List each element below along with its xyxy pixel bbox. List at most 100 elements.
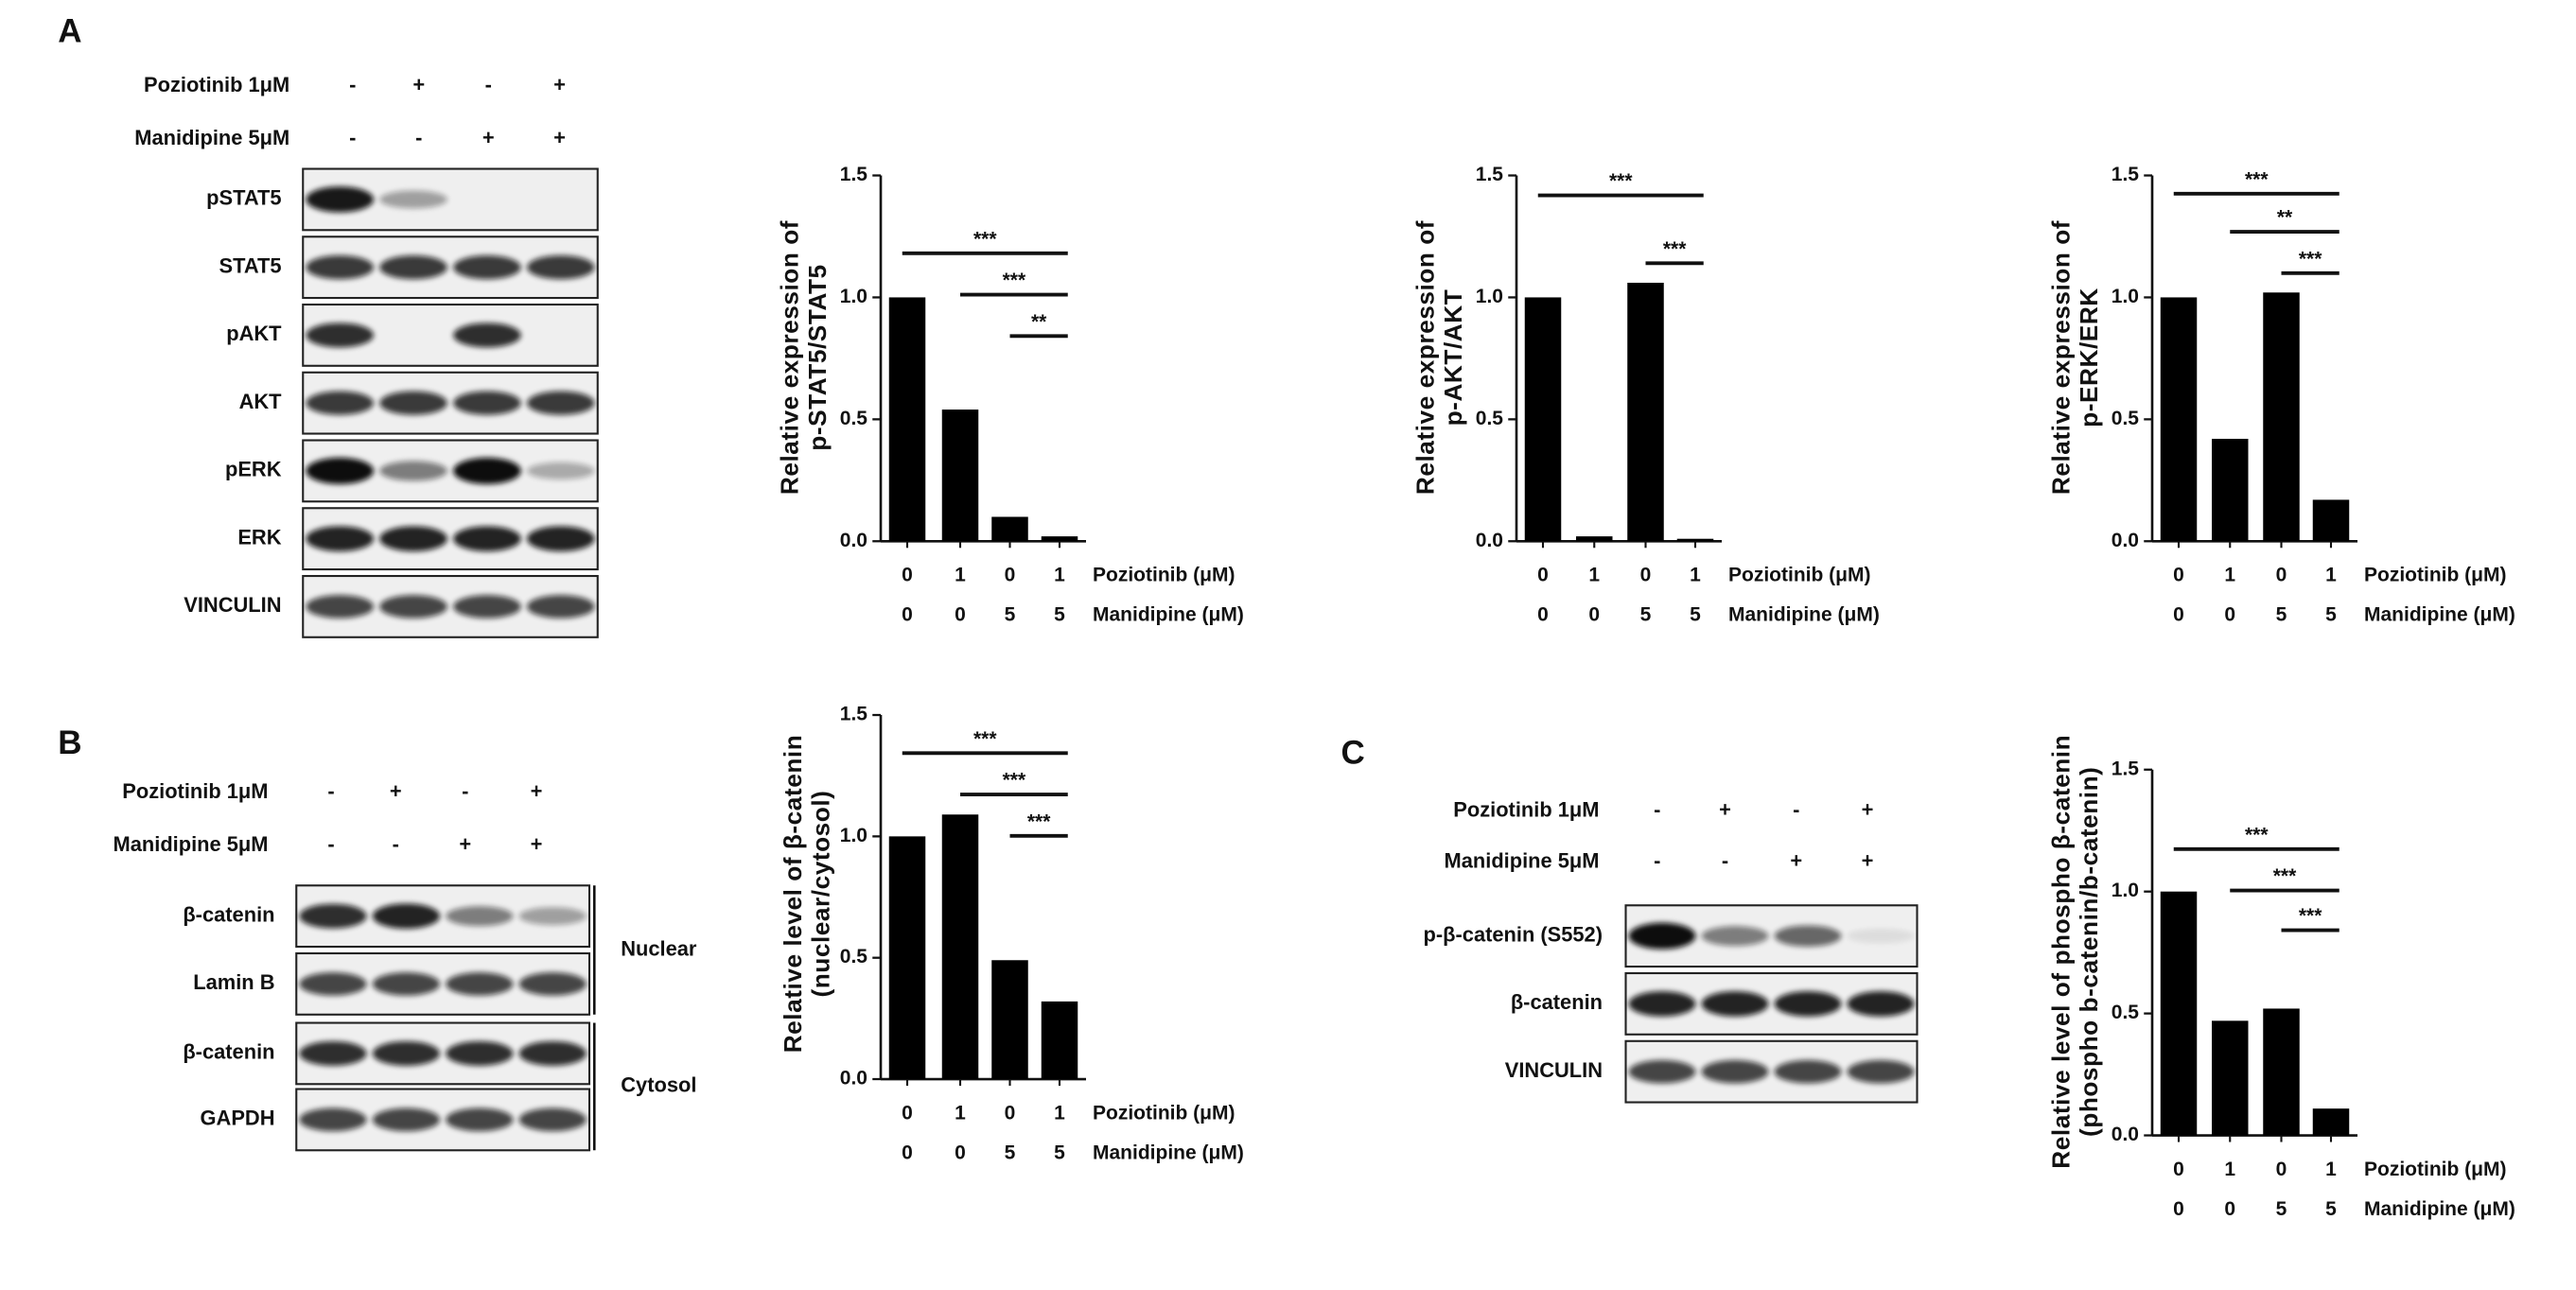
- blot-band: [518, 907, 587, 926]
- x-tick-label: 0: [902, 565, 913, 586]
- blot-band: [446, 1040, 514, 1066]
- x-row-name: Manidipine (μM): [1093, 604, 1244, 626]
- blot-band: [372, 1107, 441, 1132]
- bar: [2263, 1008, 2300, 1136]
- y-tick-label: 1.5: [2112, 758, 2140, 779]
- blot-band: [453, 391, 521, 415]
- y-tick-label: 0.0: [2112, 1124, 2139, 1145]
- x-tick-label: 1: [2224, 565, 2235, 586]
- band-label: β-catenin: [183, 902, 274, 926]
- x-tick-label: 1: [1690, 565, 1701, 586]
- band-label: STAT5: [219, 253, 282, 277]
- bar: [2160, 891, 2198, 1136]
- treatment-sign: +: [531, 832, 543, 856]
- x-tick-label: 5: [2325, 1198, 2337, 1220]
- significance-label: ***: [1003, 770, 1026, 792]
- bar: [2312, 1108, 2350, 1136]
- x-tick-label: 1: [1588, 565, 1600, 586]
- blot-band: [379, 255, 447, 280]
- treatment-sign: +: [1862, 797, 1874, 821]
- blot-band: [372, 1040, 441, 1066]
- bar: [2212, 1020, 2249, 1136]
- treatment-sign: -: [1654, 797, 1660, 821]
- treatment-sign: +: [1790, 849, 1802, 873]
- y-axis-label: (nuclear/cytosol): [807, 791, 835, 998]
- treatment-sign: -: [1722, 849, 1728, 873]
- blot-band: [379, 526, 447, 551]
- treatment-label: Poziotinib 1μM: [1453, 797, 1599, 821]
- band-label: ERK: [237, 525, 281, 549]
- blot-band: [453, 526, 521, 551]
- treatment-label: Manidipine 5μM: [134, 126, 289, 149]
- x-tick-label: 1: [955, 565, 966, 586]
- blot-band: [306, 595, 375, 619]
- blot-band: [306, 186, 375, 213]
- band-label: VINCULIN: [184, 593, 281, 617]
- y-axis-label: Relative expression of: [1411, 220, 1439, 495]
- bar: [2312, 499, 2350, 542]
- significance-label: **: [1031, 311, 1047, 333]
- blot-band: [299, 903, 367, 929]
- y-tick-label: 0.0: [840, 1068, 867, 1090]
- significance-label: ***: [1003, 270, 1026, 291]
- blot-band: [453, 255, 521, 280]
- blot-band: [1628, 991, 1696, 1017]
- y-tick-label: 1.0: [840, 825, 867, 846]
- x-tick-label: 0: [2173, 604, 2184, 626]
- y-tick-label: 1.0: [2112, 286, 2139, 307]
- treatment-sign: +: [1719, 797, 1731, 821]
- treatment-sign: +: [1862, 849, 1874, 873]
- bar: [2160, 297, 2198, 542]
- treatment-sign: -: [1793, 797, 1799, 821]
- significance-label: ***: [973, 228, 997, 250]
- blot-band: [379, 190, 447, 209]
- blot-band: [446, 906, 514, 927]
- x-tick-label: 0: [955, 1142, 966, 1163]
- y-tick-label: 1.5: [1476, 164, 1504, 185]
- blot-band: [1628, 1059, 1696, 1084]
- significance-label: **: [2277, 207, 2293, 229]
- x-row-name: Poziotinib (μM): [2364, 1159, 2506, 1180]
- blot-band: [306, 255, 375, 280]
- blot-band: [306, 391, 375, 415]
- x-tick-label: 5: [1054, 604, 1065, 626]
- bar: [1627, 282, 1664, 542]
- x-tick-label: 0: [2173, 565, 2184, 586]
- x-tick-label: 5: [1640, 604, 1652, 626]
- band-label: pAKT: [226, 322, 282, 345]
- treatment-sign: -: [1654, 849, 1660, 873]
- significance-label: ***: [2245, 168, 2269, 190]
- treatment-sign: -: [485, 73, 492, 96]
- band-label: p-β-catenin (S552): [1424, 922, 1603, 946]
- x-tick-label: 0: [1537, 565, 1549, 586]
- blot-band: [518, 972, 587, 996]
- blot-band: [1847, 929, 1915, 944]
- treatment-sign: -: [393, 832, 399, 856]
- blot-band: [1774, 925, 1842, 947]
- x-tick-label: 1: [1054, 1102, 1065, 1124]
- significance-label: ***: [2245, 824, 2269, 845]
- x-row-name: Manidipine (μM): [1728, 604, 1880, 626]
- blot-band: [1774, 991, 1842, 1017]
- bar: [1524, 297, 1562, 542]
- blot-band: [526, 526, 595, 551]
- bar: [1041, 536, 1078, 542]
- x-tick-label: 0: [2173, 1159, 2184, 1180]
- blot-band: [453, 595, 521, 619]
- blot-band: [526, 595, 595, 619]
- x-tick-label: 5: [1005, 604, 1016, 626]
- significance-label: ***: [2299, 905, 2322, 927]
- band-label: Lamin B: [193, 970, 274, 994]
- treatment-label: Poziotinib 1μM: [144, 73, 289, 96]
- treatment-sign: +: [482, 126, 495, 149]
- blot-band: [518, 1040, 587, 1066]
- x-row-name: Poziotinib (μM): [2364, 565, 2506, 586]
- y-tick-label: 0.5: [1476, 408, 1504, 429]
- bar: [941, 410, 979, 542]
- x-tick-label: 0: [902, 604, 913, 626]
- y-axis-label: Relative level of phospho β-catenin: [2046, 735, 2075, 1169]
- blot-band: [1701, 1059, 1769, 1084]
- y-tick-label: 0.0: [1476, 530, 1503, 551]
- bar: [991, 960, 1028, 1080]
- x-tick-label: 0: [1640, 565, 1652, 586]
